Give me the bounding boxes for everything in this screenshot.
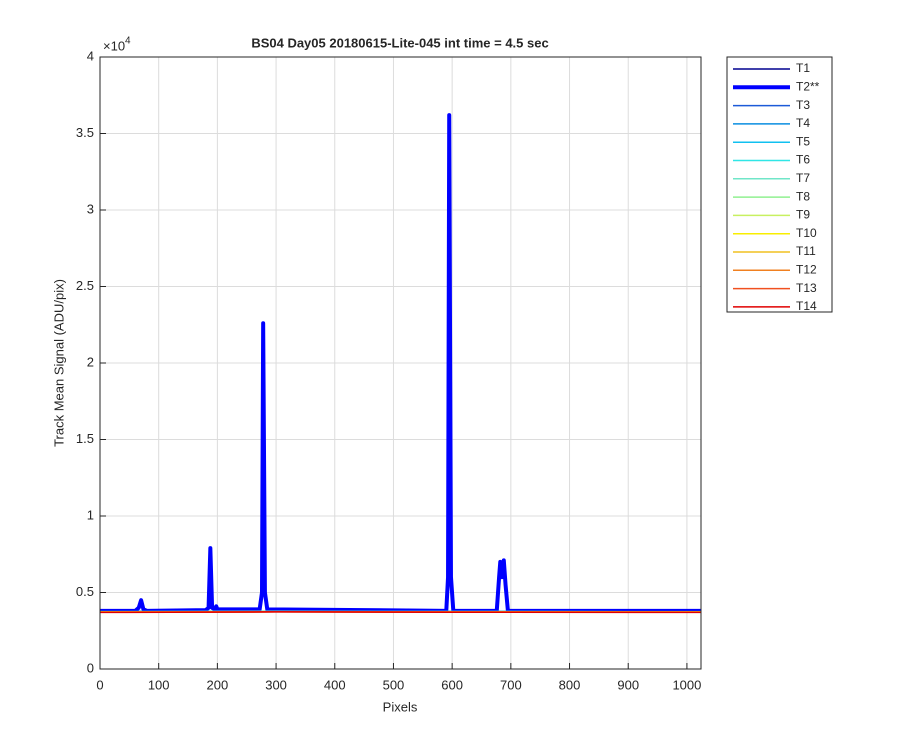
x-tick-label: 1000 <box>672 677 701 692</box>
x-tick-label: 900 <box>617 677 639 692</box>
legend-box <box>726 56 833 313</box>
x-tick-label: 800 <box>559 677 581 692</box>
y-tick-label: 0.5 <box>76 584 94 599</box>
x-tick-label: 400 <box>324 677 346 692</box>
y-tick-label: 3 <box>87 201 94 216</box>
x-tick-label: 300 <box>265 677 287 692</box>
legend-label: T1 <box>796 61 810 75</box>
legend-label: T2** <box>796 79 820 93</box>
x-tick-label: 200 <box>207 677 229 692</box>
x-axis-label: Pixels <box>383 699 418 714</box>
x-tick-label: 600 <box>441 677 463 692</box>
legend-label: T5 <box>796 134 810 148</box>
x-tick-label: 500 <box>383 677 405 692</box>
x-tick-label: 700 <box>500 677 522 692</box>
y-axis-label: Track Mean Signal (ADU/pix) <box>51 279 66 447</box>
chart-title: BS04 Day05 20180615-Lite-045 int time = … <box>251 35 548 50</box>
legend-label: T11 <box>796 244 816 258</box>
legend-label: T14 <box>796 299 817 313</box>
x-tick-label: 100 <box>148 677 170 692</box>
y-tick-label: 1.5 <box>76 431 94 446</box>
legend-label: T4 <box>796 116 810 130</box>
y-multiplier-exponent: 4 <box>125 36 131 47</box>
y-tick-label: 3.5 <box>76 125 94 140</box>
y-tick-label: 0 <box>87 660 94 675</box>
y-tick-label: 1 <box>87 507 94 522</box>
legend-label: T7 <box>796 171 810 185</box>
legend-label: T9 <box>796 208 810 222</box>
y-tick-label: 4 <box>87 48 94 63</box>
y-tick-label: 2.5 <box>76 278 94 293</box>
x-tick-label: 0 <box>96 677 103 692</box>
legend-label: T6 <box>796 153 810 167</box>
y-tick-label: 2 <box>87 354 94 369</box>
y-multiplier: ×10 <box>103 38 125 53</box>
legend-label: T3 <box>796 98 810 112</box>
legend-label: T8 <box>796 189 810 203</box>
legend-label: T13 <box>796 281 817 295</box>
legend-label: T10 <box>796 226 817 240</box>
legend-label: T12 <box>796 262 817 276</box>
